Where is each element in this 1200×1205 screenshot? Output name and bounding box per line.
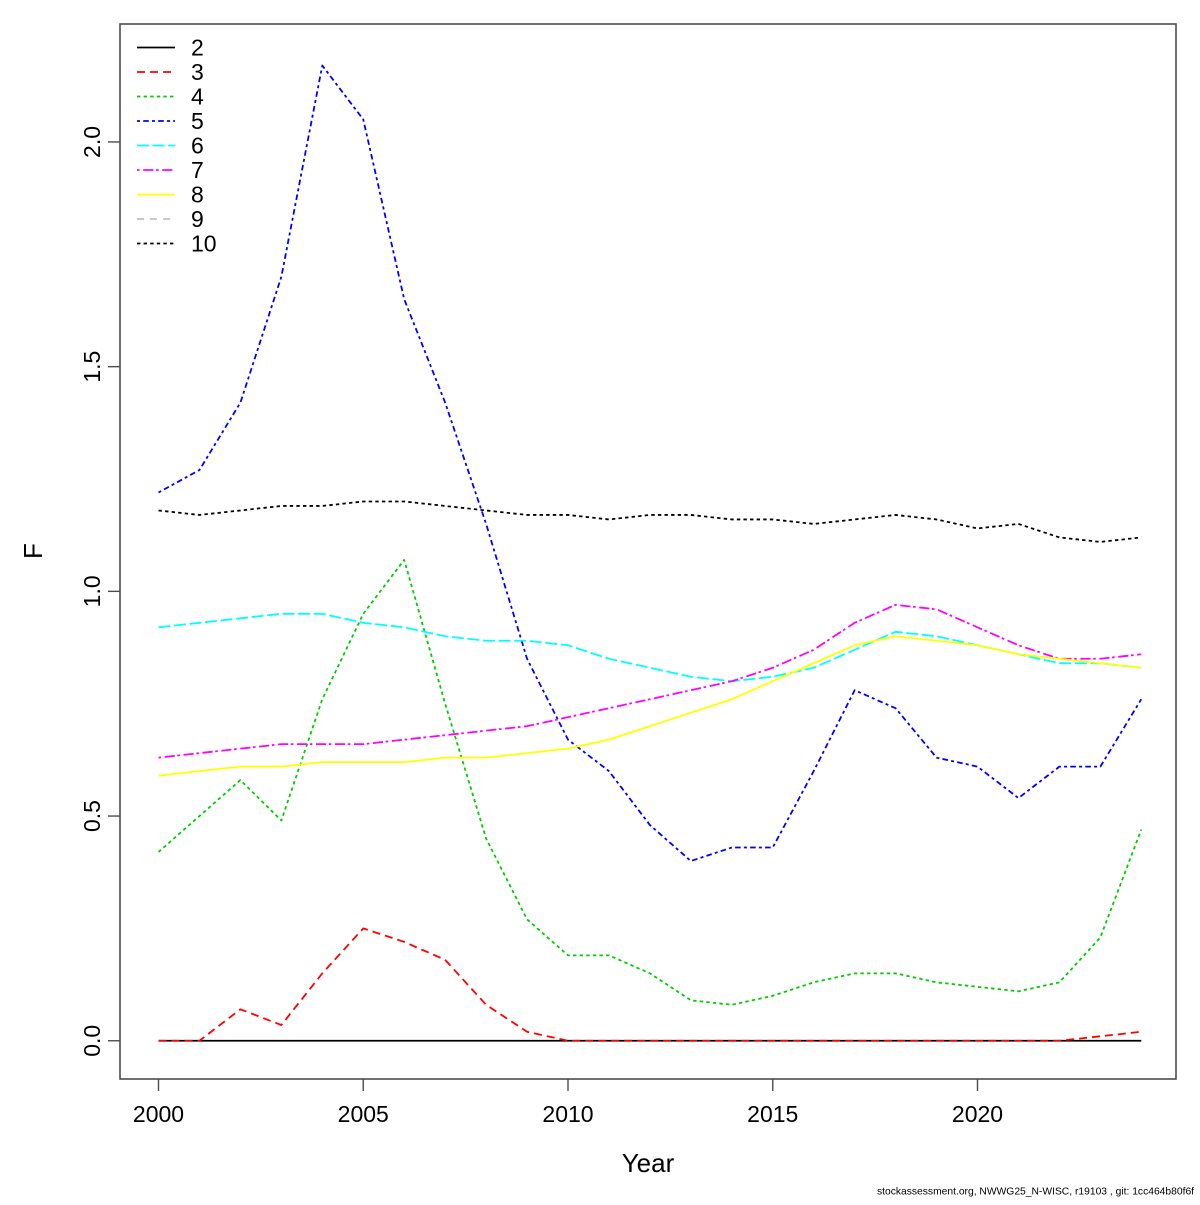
svg-text:10: 10 xyxy=(191,231,217,257)
svg-text:2: 2 xyxy=(191,35,204,61)
svg-text:6: 6 xyxy=(191,133,204,159)
svg-text:2015: 2015 xyxy=(747,1101,798,1127)
svg-text:1.0: 1.0 xyxy=(79,575,105,607)
svg-text:3: 3 xyxy=(191,59,204,85)
svg-text:8: 8 xyxy=(191,182,204,208)
svg-text:0.5: 0.5 xyxy=(79,800,105,832)
svg-text:2020: 2020 xyxy=(952,1101,1003,1127)
svg-text:2000: 2000 xyxy=(133,1101,184,1127)
svg-text:0.0: 0.0 xyxy=(79,1025,105,1057)
svg-text:4: 4 xyxy=(191,84,204,110)
svg-text:9: 9 xyxy=(191,206,204,232)
svg-text:stockassessment.org, NWWG25_N-: stockassessment.org, NWWG25_N-WISC, r191… xyxy=(877,1187,1194,1198)
svg-text:F: F xyxy=(18,543,48,559)
svg-text:7: 7 xyxy=(191,157,204,183)
svg-text:2.0: 2.0 xyxy=(79,126,105,158)
svg-text:Year: Year xyxy=(622,1148,675,1178)
svg-text:2005: 2005 xyxy=(338,1101,389,1127)
svg-text:2010: 2010 xyxy=(542,1101,593,1127)
svg-text:1.5: 1.5 xyxy=(79,351,105,383)
svg-text:5: 5 xyxy=(191,108,204,134)
